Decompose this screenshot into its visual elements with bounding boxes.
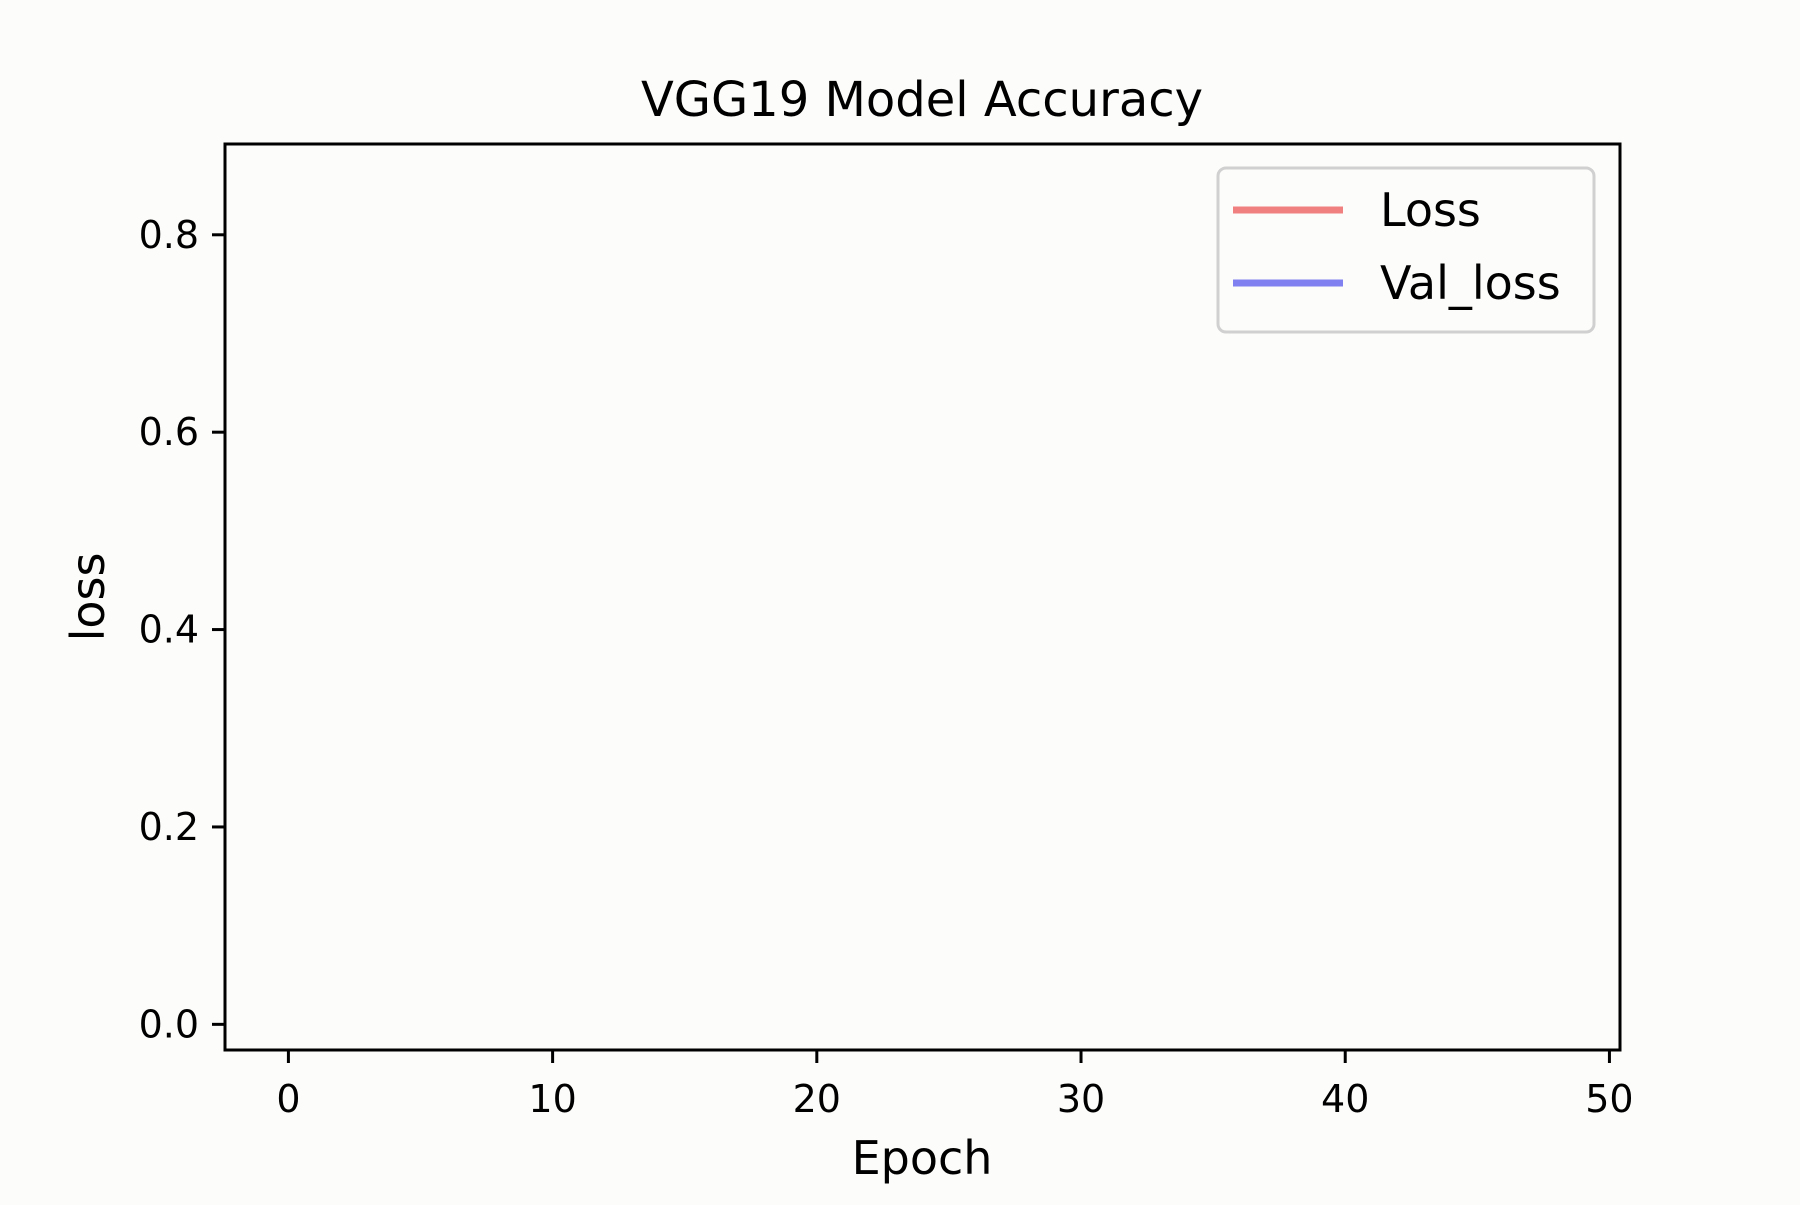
- y-axis-ticks: 0.0 0.2 0.4 0.6 0.8: [139, 213, 225, 1046]
- x-tick-label: 0: [276, 1077, 300, 1121]
- x-tick-label: 30: [1057, 1077, 1105, 1121]
- x-tick-label: 10: [528, 1077, 576, 1121]
- axes-frame: [223, 142, 1622, 1052]
- y-tick-label: 0.8: [139, 213, 199, 257]
- chart-title: VGG19 Model Accuracy: [641, 72, 1203, 128]
- x-axis-ticks: 0 10 20 30 40 50: [276, 1050, 1634, 1121]
- legend-label-loss: Loss: [1380, 183, 1481, 237]
- x-tick-label: 40: [1321, 1077, 1369, 1121]
- legend-items: Loss Val_loss: [1233, 183, 1561, 310]
- y-tick-label: 0.2: [139, 805, 199, 849]
- y-tick-label: 0.4: [139, 608, 199, 652]
- x-tick-label: 50: [1585, 1077, 1633, 1121]
- legend-label-val-loss: Val_loss: [1380, 256, 1561, 310]
- y-axis-label: loss: [61, 553, 115, 642]
- x-axis-label: Epoch: [852, 1131, 993, 1185]
- y-tick-label: 0.0: [139, 1002, 199, 1046]
- x-tick-label: 20: [793, 1077, 841, 1121]
- y-tick-label: 0.6: [139, 410, 199, 454]
- legend: Loss Val_loss: [1216, 166, 1596, 334]
